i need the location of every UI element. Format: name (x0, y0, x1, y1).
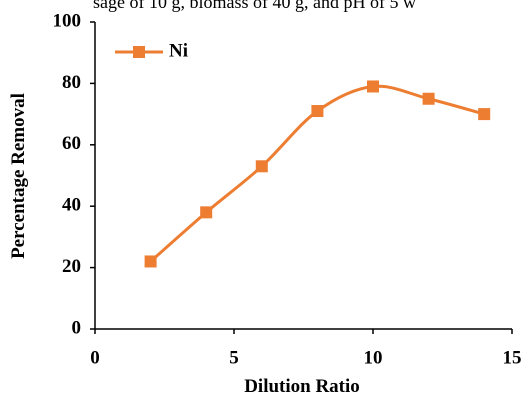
marker (311, 105, 324, 118)
caption: sage of 10 g, biomass of 40 g, and pH of… (93, 0, 416, 12)
marker (200, 206, 213, 219)
legend-marker (133, 46, 145, 58)
marker (478, 108, 491, 121)
marker (422, 92, 435, 105)
marker (144, 255, 157, 268)
x-tick-label: 5 (229, 347, 239, 368)
x-axis-title: Dilution Ratio (244, 376, 360, 397)
y-tick-label: 100 (53, 10, 82, 31)
x-tick-label: 15 (503, 347, 522, 368)
x-tick-label: 10 (364, 347, 383, 368)
y-tick-label: 60 (62, 133, 81, 154)
legend-label: Ni (169, 40, 188, 61)
marker (255, 160, 268, 173)
y-tick-label: 80 (62, 72, 81, 93)
y-tick-label: 0 (72, 317, 82, 338)
y-axis-title: Percentage Removal (8, 93, 29, 259)
marker (367, 80, 379, 93)
y-tick-label: 40 (62, 195, 81, 216)
y-tick-label: 20 (62, 256, 81, 277)
x-tick-label: 0 (90, 347, 100, 368)
